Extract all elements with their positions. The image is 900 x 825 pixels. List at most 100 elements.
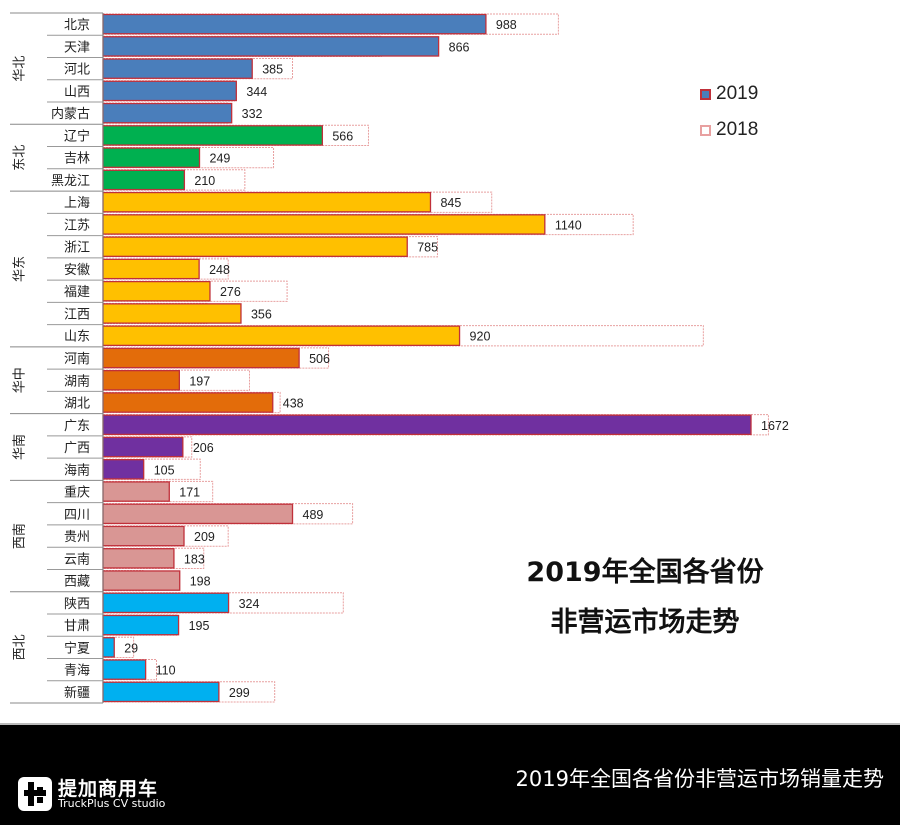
data-label-2019: 988 <box>496 18 517 32</box>
data-label-2019: 438 <box>283 397 304 411</box>
bar-2019 <box>102 637 115 658</box>
bar-2019 <box>102 570 181 591</box>
footer-caption: 2019年全国各省份非营运市场销量走势 <box>515 767 884 791</box>
category-label: 西藏 <box>64 575 90 590</box>
data-label-2019: 324 <box>239 597 260 611</box>
region-label: 西北 <box>13 634 28 660</box>
category-label: 安徽 <box>64 263 90 278</box>
bar-2019 <box>102 436 184 458</box>
bar-2019 <box>102 459 145 480</box>
category-label: 广西 <box>64 441 90 456</box>
footer-bar: 提加商用车 TruckPlus CV studio 2019年全国各省份非营运市… <box>0 723 900 825</box>
bar-2019 <box>102 592 230 614</box>
category-label: 青海 <box>64 664 90 679</box>
region-label: 华南 <box>12 434 28 460</box>
region-label: 华中 <box>13 367 28 393</box>
bar-2019 <box>102 392 274 413</box>
category-label: 贵州 <box>64 530 90 545</box>
data-label-2019: 195 <box>189 619 210 633</box>
bar-2019 <box>102 169 186 191</box>
category-label: 天津 <box>64 40 90 55</box>
data-label-2019: 276 <box>220 285 241 299</box>
data-label-2019: 506 <box>309 352 330 366</box>
data-label-2019: 183 <box>184 552 205 566</box>
category-label: 重庆 <box>64 485 90 501</box>
data-label-2019: 171 <box>179 486 200 500</box>
data-label-2019: 248 <box>209 263 230 277</box>
data-label-2019: 210 <box>194 174 215 188</box>
bar-2019 <box>102 481 170 502</box>
category-label: 湖南 <box>64 373 90 389</box>
data-label-2019: 845 <box>440 196 461 210</box>
chart-title-line-1: 2019年全国各省份 <box>526 557 764 588</box>
bar-2019 <box>102 548 175 569</box>
category-label: 福建 <box>64 285 90 300</box>
data-label-2019: 332 <box>242 107 263 121</box>
legend-item-2018: 2018 <box>700 112 758 148</box>
region-label: 华东 <box>13 256 28 282</box>
data-label-2019: 920 <box>470 330 491 344</box>
bar-2019 <box>102 659 147 680</box>
region-label: 东北 <box>13 145 28 171</box>
bar-2019 <box>102 347 300 369</box>
bar-2019 <box>102 214 546 235</box>
category-label: 湖北 <box>64 397 90 412</box>
region-label: 西南 <box>12 523 28 549</box>
bar-2019 <box>102 36 440 57</box>
truckplus-logo-icon <box>18 777 52 811</box>
data-label-2019: 866 <box>449 40 470 54</box>
data-label-2019: 299 <box>229 686 250 700</box>
category-label: 江西 <box>64 307 90 322</box>
category-label: 宁夏 <box>64 640 90 656</box>
brand-name-en: TruckPlus CV studio <box>58 797 166 810</box>
category-label: 新疆 <box>64 685 90 701</box>
data-label-2019: 344 <box>246 85 267 99</box>
bar-2019 <box>102 614 180 636</box>
bar-2019 <box>102 58 253 79</box>
data-label-2019: 197 <box>189 374 210 388</box>
data-label-2019: 209 <box>194 530 215 544</box>
category-label: 广东 <box>64 419 90 434</box>
data-label-2019: 356 <box>251 307 272 321</box>
bar-2019 <box>102 325 461 347</box>
legend-item-2019: 2019 <box>700 76 758 112</box>
data-label-2019: 1140 <box>555 218 582 232</box>
bar-2019 <box>102 191 432 213</box>
data-label-2019: 198 <box>190 575 211 589</box>
data-label-2019: 785 <box>417 241 438 255</box>
category-label: 海南 <box>64 462 90 478</box>
legend-label-2018: 2018 <box>716 119 759 140</box>
category-label: 浙江 <box>64 241 90 256</box>
category-label: 吉林 <box>64 152 90 167</box>
category-label: 甘肃 <box>64 619 90 634</box>
category-label: 江苏 <box>64 217 90 233</box>
data-label-2019: 110 <box>156 664 176 678</box>
legend-label-2019: 2019 <box>716 83 759 104</box>
bar-2019 <box>102 125 324 146</box>
data-label-2019: 489 <box>303 508 324 522</box>
category-label: 山东 <box>64 330 90 345</box>
legend-swatch-2019 <box>700 88 711 100</box>
bar-2019 <box>102 236 408 257</box>
chart-title-line-2: 非营运市场走势 <box>550 607 740 638</box>
bar-2019 <box>102 258 200 280</box>
legend-swatch-2018 <box>700 124 711 136</box>
region-label: 华北 <box>13 56 28 82</box>
chart-title: 2019年全国各省份 非营运市场走势 <box>480 548 810 648</box>
bar-2019 <box>102 102 233 124</box>
data-label-2019: 385 <box>262 63 283 77</box>
data-label-2019: 566 <box>332 129 353 143</box>
category-label: 四川 <box>64 508 90 523</box>
category-label: 河南 <box>64 351 90 367</box>
bar-2019 <box>102 369 180 391</box>
category-label: 上海 <box>64 196 90 211</box>
category-label: 内蒙古 <box>51 106 90 122</box>
data-label-2019: 249 <box>210 152 231 166</box>
bar-2019 <box>102 13 487 35</box>
category-label: 山西 <box>64 85 90 100</box>
data-label-2019: 1672 <box>761 419 789 433</box>
brand-name-cn: 提加商用车 <box>58 778 159 800</box>
legend: 2019 2018 <box>700 76 758 148</box>
bar-2019 <box>102 80 237 102</box>
